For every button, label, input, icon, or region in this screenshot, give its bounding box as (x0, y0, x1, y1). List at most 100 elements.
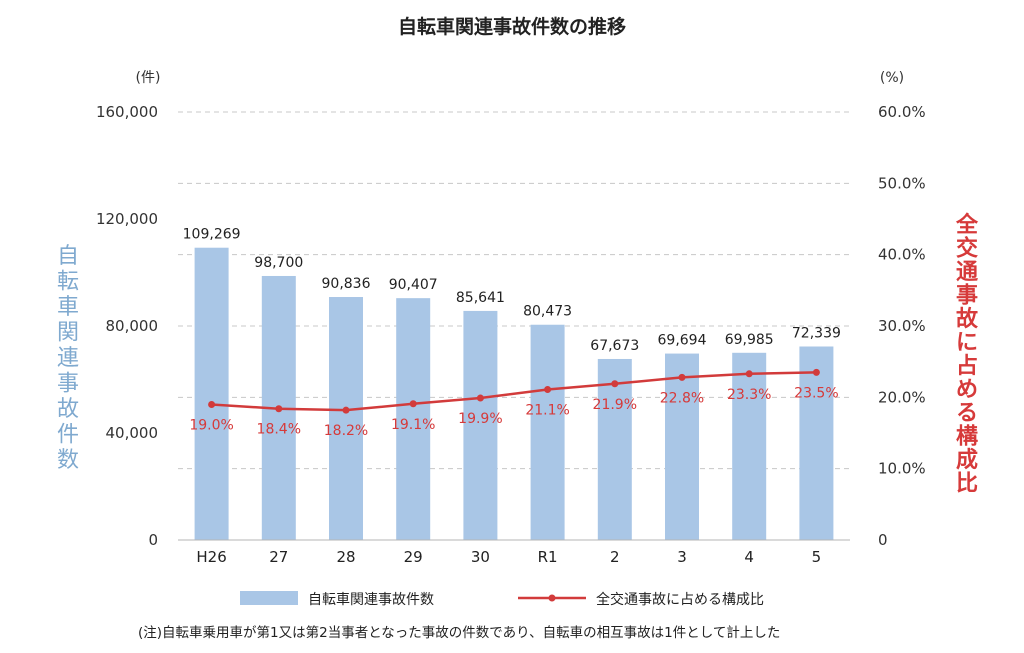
right-axis-ticks: 0 10.0% 20.0% 30.0% 40.0% 50.0% 60.0% (878, 103, 926, 549)
right-axis-label-char-5: に (956, 331, 978, 356)
bar-label-0: 109,269 (183, 227, 241, 243)
left-axis-label-char-0: 自 (57, 244, 79, 269)
x-tick-5: R1 (538, 548, 558, 566)
bar-9 (799, 346, 834, 540)
legend-line-label: 全交通事故に占める構成比 (596, 591, 764, 608)
bar-0 (194, 247, 229, 540)
ratio-point-7 (678, 373, 686, 381)
bar-7 (665, 353, 699, 540)
left-axis-unit: (件) (136, 70, 161, 86)
ratio-point-0 (208, 400, 216, 408)
left-axis-label-char-2: 車 (57, 295, 79, 320)
ratio-line-series (208, 368, 820, 414)
ratio-label-2: 18.2% (324, 423, 368, 439)
left-tick-2: 80,000 (106, 317, 159, 335)
left-axis-label-char-1: 転 (57, 270, 79, 295)
x-axis-ticks: H26 27 28 29 30 R1 2 3 4 5 (196, 548, 821, 566)
left-axis-label: 自転車関連事故件数 (57, 244, 79, 473)
bar-label-2: 90,836 (322, 276, 371, 292)
bar-label-6: 67,673 (590, 338, 639, 354)
right-axis-label: 全交通事故に占める構成比 (955, 212, 979, 497)
right-axis-label-char-3: 事 (956, 283, 978, 309)
x-tick-8: 4 (744, 548, 754, 566)
ratio-label-4: 19.9% (458, 411, 502, 427)
left-tick-1: 40,000 (106, 424, 159, 442)
legend: 自転車関連事故件数 全交通事故に占める構成比 (240, 591, 764, 608)
ratio-label-0: 19.0% (189, 417, 233, 433)
ratio-point-6 (611, 380, 619, 388)
bar-label-5: 80,473 (523, 304, 572, 320)
right-tick-1: 10.0% (878, 460, 926, 478)
bar-label-3: 90,407 (389, 277, 438, 293)
bar-label-8: 69,985 (725, 332, 774, 348)
right-tick-0: 0 (878, 531, 888, 549)
ratio-label-8: 23.3% (727, 387, 771, 403)
bar-3 (396, 298, 431, 540)
left-axis-label-char-7: 件 (57, 423, 79, 448)
right-tick-4: 40.0% (878, 246, 926, 264)
left-axis-label-char-4: 連 (57, 346, 79, 371)
legend-bar-label: 自転車関連事故件数 (308, 591, 434, 608)
ratio-label-6: 21.9% (593, 397, 637, 413)
ratio-label-5: 21.1% (525, 402, 569, 418)
bar-label-9: 72,339 (792, 325, 841, 341)
ratio-point-9 (812, 368, 820, 376)
right-tick-5: 50.0% (878, 174, 926, 192)
right-axis-label-char-11: 比 (956, 472, 978, 497)
bar-8 (732, 352, 767, 540)
bar-2 (329, 297, 363, 540)
ratio-point-3 (409, 400, 417, 408)
bar-4 (463, 310, 498, 540)
right-tick-6: 60.0% (878, 103, 926, 121)
ratio-line (211, 371, 817, 412)
x-tick-9: 5 (812, 548, 822, 566)
right-axis-label-char-2: 通 (956, 260, 978, 285)
x-tick-2: 28 (336, 548, 355, 566)
ratio-point-2 (342, 406, 350, 414)
bar-5 (530, 324, 565, 540)
x-tick-6: 2 (610, 548, 620, 566)
x-tick-0: H26 (196, 548, 226, 566)
bar-data-labels: 109,269 98,700 90,836 90,407 85,641 80,473 67,… (183, 227, 841, 354)
right-axis-label-char-9: 構 (956, 424, 978, 450)
ratio-point-5 (544, 385, 552, 393)
ratio-point-8 (745, 370, 753, 378)
ratio-label-1: 18.4% (257, 422, 301, 438)
bar-label-1: 98,700 (254, 255, 303, 271)
ratio-point-4 (476, 394, 484, 402)
legend-bar-swatch (240, 591, 298, 605)
bar-label-7: 69,694 (658, 333, 707, 349)
ratio-label-9: 23.5% (794, 385, 838, 401)
chart-title: 自転車関連事故件数の推移 (398, 15, 626, 38)
right-axis-label-char-8: る (956, 401, 978, 426)
ratio-point-1 (275, 405, 283, 413)
right-axis-label-char-7: め (956, 378, 978, 403)
ratio-label-3: 19.1% (391, 417, 435, 433)
right-axis-label-char-4: 故 (956, 306, 979, 332)
left-axis-label-char-3: 関 (57, 321, 79, 346)
right-axis-label-char-6: 占 (956, 354, 978, 379)
right-axis-unit: (%) (880, 70, 904, 86)
left-tick-3: 120,000 (96, 210, 158, 228)
x-tick-3: 29 (404, 548, 423, 566)
left-tick-4: 160,000 (96, 103, 158, 121)
bar-label-4: 85,641 (456, 290, 505, 306)
chart-note: (注)自転車乗用車が第1又は第2当事者となった事故の件数であり、自転車の相互事故… (138, 624, 780, 641)
x-tick-4: 30 (471, 548, 490, 566)
bar-series (194, 247, 834, 540)
x-tick-1: 27 (269, 548, 288, 566)
left-axis-label-char-5: 事 (57, 372, 79, 397)
left-axis-label-char-8: 数 (57, 448, 79, 473)
right-tick-3: 30.0% (878, 317, 926, 335)
right-tick-2: 20.0% (878, 388, 926, 406)
right-axis-label-char-10: 成 (956, 448, 978, 473)
ratio-label-7: 22.8% (660, 390, 704, 406)
left-axis-label-char-6: 故 (57, 397, 79, 422)
legend-line-marker (548, 594, 556, 602)
left-tick-0: 0 (148, 531, 158, 549)
ratio-data-labels: 19.0% 18.4% 18.2% 19.1% 19.9% 21.1% 21.9% 22.8%… (189, 385, 838, 439)
right-axis-label-char-1: 交 (956, 236, 978, 262)
bar-6 (597, 358, 632, 540)
